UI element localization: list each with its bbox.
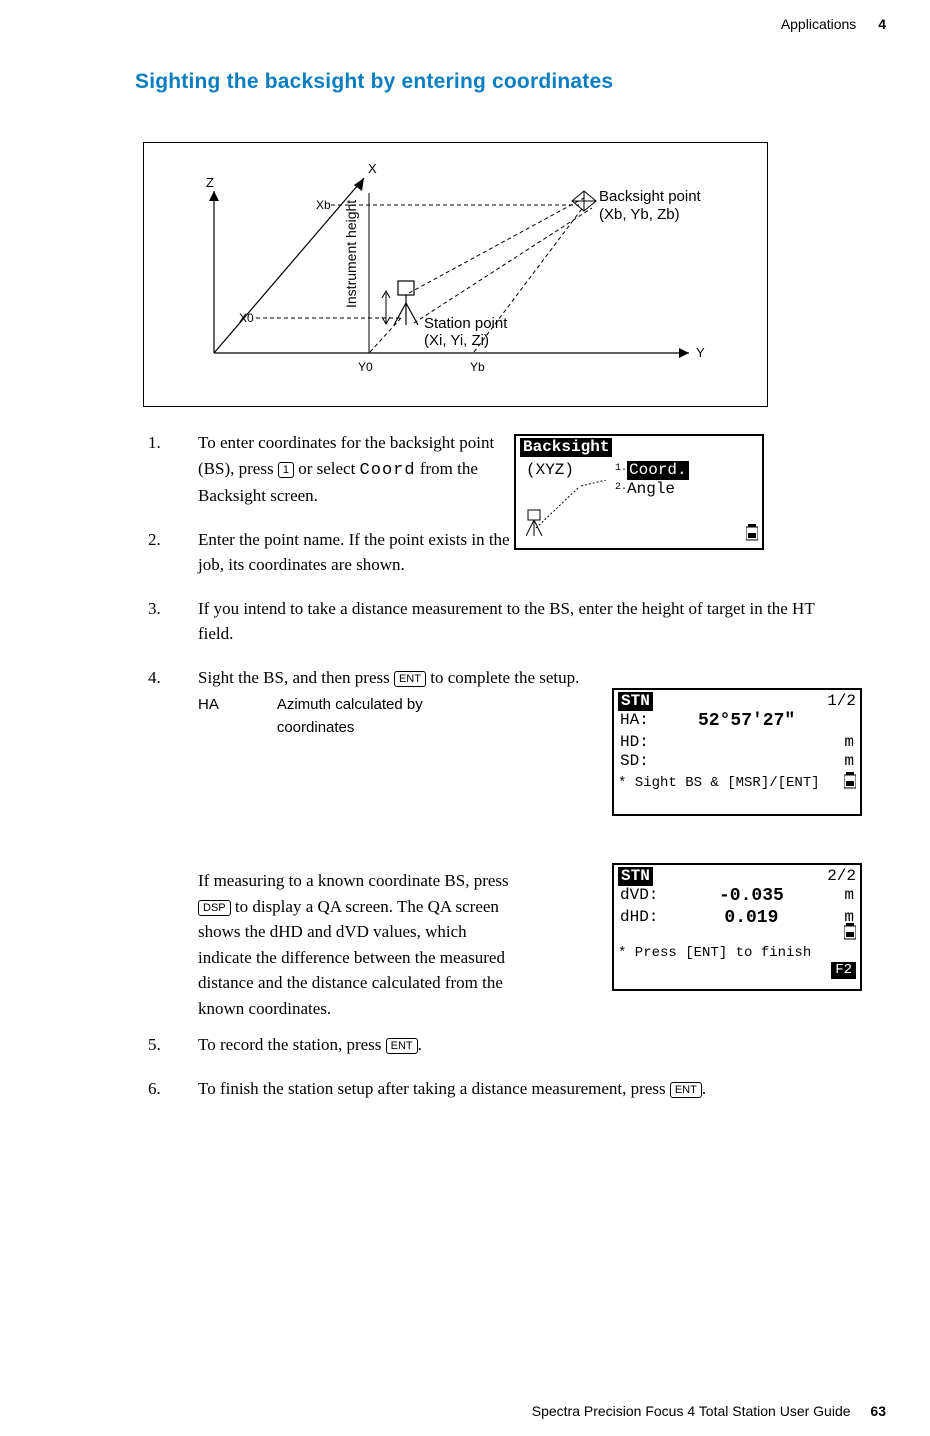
header-chapter: 4 — [878, 16, 886, 32]
key-1: 1 — [278, 462, 294, 478]
lcd-backsight-menu: Backsight (XYZ) 1.Coord. 2.Angle — [514, 434, 764, 550]
x0-tick: X0 — [239, 311, 254, 325]
lcd2-title: STN — [618, 692, 653, 711]
section-title: Sighting the backsight by entering coord… — [135, 66, 613, 98]
axis-x-label: X — [368, 161, 377, 176]
lcd3-f2: F2 — [831, 962, 856, 979]
step-2-text: Enter the point name. If the point exist… — [198, 527, 518, 578]
lcd2-ha-val: 52°57'27" — [649, 711, 845, 733]
key-ent-2: ENT — [386, 1038, 418, 1054]
qa-paragraph: If measuring to a known coordinate BS, p… — [148, 868, 518, 1021]
step-6: 6. To finish the station setup after tak… — [148, 1076, 860, 1102]
ha-label: HA — [198, 694, 219, 739]
key-ent-3: ENT — [670, 1082, 702, 1098]
step-4: 4. Sight the BS, and then press ENT to c… — [148, 665, 860, 691]
lcd2-hint: * Sight BS & [MSR]/[ENT] — [618, 775, 856, 792]
instrument-height-label: Instrument height — [343, 200, 359, 308]
footer-text: Spectra Precision Focus 4 Total Station … — [532, 1403, 851, 1419]
key-dsp: DSP — [198, 900, 231, 916]
lcd1-left: (XYZ) — [520, 461, 615, 544]
step-6-text: To finish the station setup after taking… — [198, 1076, 838, 1102]
header-section: Applications — [781, 16, 857, 32]
backsight-coords: (Xb, Yb, Zb) — [599, 206, 680, 223]
step-1-text: To enter coordinates for the backsight p… — [198, 430, 518, 509]
step-4-text: Sight the BS, and then press ENT to comp… — [198, 665, 838, 691]
backsight-label: Backsight point — [599, 188, 702, 205]
lcd1-right: 1.Coord. 2.Angle — [615, 461, 758, 544]
key-ent-1: ENT — [394, 671, 426, 687]
axis-z-label: Z — [206, 175, 214, 190]
step-5-text: To record the station, press ENT. — [198, 1032, 838, 1058]
lcd1-title: Backsight — [520, 438, 612, 457]
lcd3-page: 2/2 — [827, 867, 856, 886]
lcd3-dhd-val: 0.019 — [724, 908, 778, 930]
battery-icon — [844, 921, 856, 941]
station-point-coords: (Xi, Yi, Zi) — [424, 332, 489, 349]
step-3-text: If you intend to take a distance measure… — [198, 596, 838, 647]
step-5: 5. To record the station, press ENT. — [148, 1032, 860, 1058]
lcd1-menu-angle: Angle — [627, 480, 675, 498]
ha-desc: Azimuth calculated by coordinates — [277, 694, 487, 739]
lcd3-title: STN — [618, 867, 653, 886]
y0-tick: Y0 — [358, 360, 373, 374]
page-footer: Spectra Precision Focus 4 Total Station … — [532, 1401, 886, 1422]
battery-icon — [844, 770, 856, 790]
lcd-stn-1: STN1/2 HA:52°57'27" HD:m SD:m * Sight BS… — [612, 688, 862, 816]
lcd-stn-2: STN2/2 dVD:-0.035m dHD:0.019m * Press [E… — [612, 863, 862, 991]
coord-diagram: Z X Y Xb X0 Y0 Yb Instrument height Stat… — [143, 142, 768, 407]
lcd1-menu-coord: Coord. — [627, 461, 689, 480]
battery-icon — [746, 522, 758, 542]
page-header: Applications 4 — [781, 14, 886, 35]
lcd3-hint: * Press [ENT] to finish — [618, 945, 856, 962]
yb-tick: Yb — [470, 360, 485, 374]
coord-mono: Coord — [360, 461, 416, 480]
axis-y-label: Y — [696, 345, 705, 360]
lcd3-dvd-val: -0.035 — [719, 886, 784, 908]
footer-page: 63 — [870, 1403, 886, 1419]
step-3: 3. If you intend to take a distance meas… — [148, 596, 860, 647]
xb-tick: Xb — [316, 198, 331, 212]
lcd2-page: 1/2 — [827, 692, 856, 711]
station-point-label: Station point — [424, 315, 508, 332]
